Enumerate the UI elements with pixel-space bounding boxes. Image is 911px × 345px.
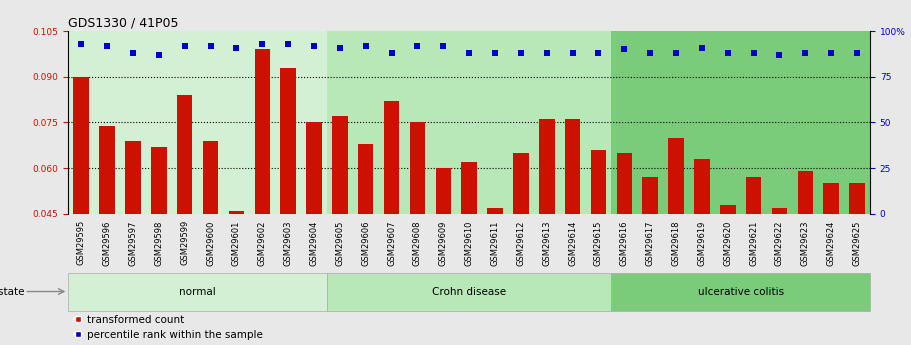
Text: normal: normal: [179, 287, 216, 296]
Bar: [327, 273, 611, 310]
Point: [539, 50, 554, 56]
Point: [384, 50, 399, 56]
Bar: [99, 126, 115, 345]
Bar: [611, 273, 870, 310]
Point: [203, 43, 218, 48]
Point: [850, 50, 865, 56]
Bar: [254, 49, 270, 345]
Point: [824, 50, 838, 56]
Bar: [694, 159, 710, 345]
Legend: transformed count, percentile rank within the sample: transformed count, percentile rank withi…: [74, 315, 263, 340]
Point: [281, 41, 295, 47]
Point: [333, 45, 347, 50]
Bar: [358, 144, 374, 345]
Bar: [125, 141, 140, 345]
Bar: [642, 177, 658, 345]
Point: [591, 50, 606, 56]
Bar: [798, 171, 814, 345]
Bar: [669, 138, 684, 345]
Point: [746, 50, 761, 56]
Bar: [611, 31, 870, 214]
Bar: [772, 208, 787, 345]
Bar: [513, 153, 528, 345]
Point: [230, 45, 244, 50]
Point: [307, 43, 322, 48]
Bar: [461, 162, 477, 345]
Text: Crohn disease: Crohn disease: [432, 287, 507, 296]
Bar: [68, 273, 327, 310]
Point: [721, 50, 735, 56]
Bar: [435, 168, 451, 345]
Text: GDS1330 / 41P05: GDS1330 / 41P05: [68, 17, 179, 30]
Point: [410, 43, 425, 48]
Bar: [68, 31, 327, 214]
Bar: [824, 184, 839, 345]
Point: [126, 50, 140, 56]
Point: [694, 45, 709, 50]
Point: [462, 50, 476, 56]
Bar: [410, 122, 425, 345]
Bar: [74, 77, 89, 345]
Bar: [151, 147, 167, 345]
Bar: [333, 116, 348, 345]
Point: [151, 52, 166, 58]
Bar: [306, 122, 322, 345]
Point: [487, 50, 502, 56]
Point: [100, 43, 115, 48]
Bar: [229, 211, 244, 345]
Point: [358, 43, 373, 48]
Point: [643, 50, 658, 56]
Bar: [617, 153, 632, 345]
Point: [617, 47, 631, 52]
Point: [798, 50, 813, 56]
Bar: [746, 177, 762, 345]
Bar: [487, 208, 503, 345]
Text: ulcerative colitis: ulcerative colitis: [698, 287, 783, 296]
Bar: [281, 68, 296, 345]
Bar: [539, 119, 555, 345]
Bar: [203, 141, 219, 345]
Bar: [720, 205, 735, 345]
Point: [669, 50, 683, 56]
Point: [255, 41, 270, 47]
Point: [773, 52, 787, 58]
Bar: [590, 150, 606, 345]
Bar: [565, 119, 580, 345]
Point: [74, 41, 88, 47]
Bar: [849, 184, 865, 345]
Bar: [177, 95, 192, 345]
Bar: [327, 31, 611, 214]
Bar: [384, 101, 399, 345]
Point: [436, 43, 451, 48]
Point: [178, 43, 192, 48]
Text: disease state: disease state: [0, 287, 25, 296]
Point: [514, 50, 528, 56]
Point: [566, 50, 580, 56]
